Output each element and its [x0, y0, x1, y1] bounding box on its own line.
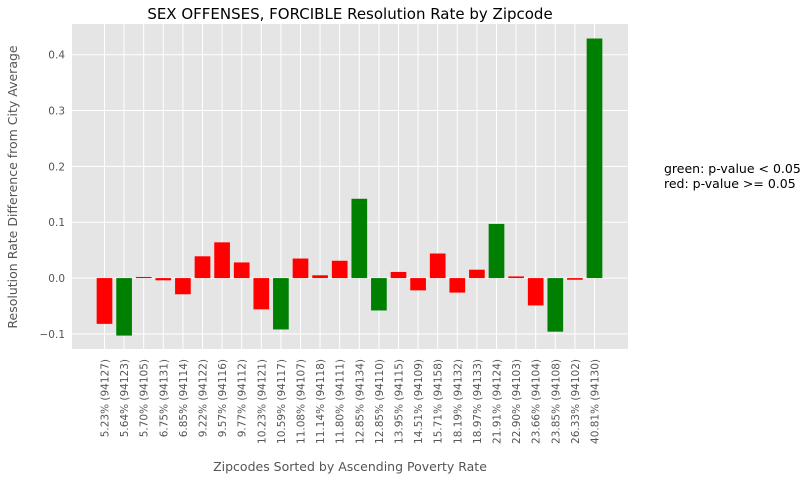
y-tick-labels: −0.1 0.0 0.1 0.2 0.3 0.4 — [40, 50, 66, 341]
y-tick-label: −0.1 — [40, 329, 66, 341]
bar — [175, 278, 191, 295]
x-tick-label: 18.97% (94133) — [472, 359, 484, 444]
bar — [469, 269, 485, 279]
bar — [429, 253, 446, 279]
bar — [292, 258, 309, 279]
bar — [351, 198, 368, 279]
chart-title: SEX OFFENSES, FORCIBLE Resolution Rate b… — [147, 5, 552, 23]
x-tick-label: 21.91% (94124) — [492, 359, 504, 444]
bar — [155, 278, 172, 281]
bar — [449, 278, 466, 293]
x-tick-label: 9.57% (94116) — [217, 359, 229, 437]
y-tick-label: 0.2 — [48, 161, 65, 173]
annotation-red: red: p-value >= 0.05 — [664, 176, 796, 191]
x-tick-label: 12.85% (94110) — [374, 359, 386, 444]
y-tick-label: 0.3 — [48, 106, 65, 118]
x-tick-label: 5.23% (94127) — [100, 359, 112, 437]
x-tick-label: 22.90% (94103) — [511, 359, 523, 444]
x-tick-label: 10.59% (94117) — [276, 359, 288, 444]
bar — [390, 271, 407, 279]
x-tick-label: 6.75% (94131) — [158, 359, 170, 437]
y-axis-label: Resolution Rate Difference from City Ave… — [5, 45, 20, 329]
bar — [96, 278, 113, 324]
x-tick-label: 11.80% (94111) — [335, 359, 347, 444]
bar — [312, 275, 328, 279]
x-tick-label: 5.64% (94123) — [119, 359, 131, 437]
bar — [273, 278, 289, 330]
bar — [547, 278, 564, 332]
x-tick-label: 9.22% (94122) — [198, 359, 210, 437]
x-tick-labels: 5.23% (94127) 5.64% (94123) 5.70% (94105) 6… — [100, 359, 602, 444]
x-tick-label: 11.08% (94107) — [296, 359, 308, 444]
x-tick-label: 6.85% (94114) — [178, 359, 190, 437]
bar — [508, 276, 524, 279]
bar — [586, 38, 603, 279]
bar — [253, 278, 270, 310]
annotation-green: green: p-value < 0.05 — [664, 161, 801, 176]
y-tick-label: 0.1 — [48, 217, 65, 229]
x-tick-label: 26.33% (94102) — [570, 359, 582, 444]
x-axis-label: Zipcodes Sorted by Ascending Poverty Rat… — [213, 459, 487, 474]
bar — [567, 278, 583, 280]
x-tick-label: 13.95% (94115) — [394, 359, 406, 444]
x-tick-label: 23.85% (94108) — [550, 359, 562, 444]
x-tick-label: 14.51% (94109) — [413, 359, 425, 444]
x-tick-label: 9.77% (94112) — [237, 359, 249, 437]
bar — [194, 256, 211, 279]
bar — [331, 260, 348, 279]
bar — [135, 276, 152, 279]
x-tick-label: 40.81% (94130) — [590, 359, 602, 444]
bar — [214, 242, 230, 279]
x-tick-label: 5.70% (94105) — [139, 359, 151, 437]
x-tick-label: 12.85% (94134) — [354, 359, 366, 444]
x-tick-label: 15.71% (94158) — [433, 359, 445, 444]
bar — [488, 223, 505, 279]
bar — [410, 278, 426, 291]
y-tick-label: 0.4 — [48, 50, 65, 62]
x-tick-label: 10.23% (94121) — [256, 359, 268, 444]
x-tick-label: 11.14% (94118) — [315, 359, 327, 444]
bar — [233, 262, 250, 279]
x-tick-label: 23.66% (94104) — [531, 359, 543, 444]
x-tick-label: 18.19% (94132) — [452, 359, 464, 444]
plot-background — [72, 24, 628, 349]
bar — [527, 278, 544, 306]
bar — [371, 278, 387, 311]
bar — [116, 278, 132, 336]
bars — [96, 38, 603, 336]
y-tick-label: 0.0 — [48, 273, 65, 285]
